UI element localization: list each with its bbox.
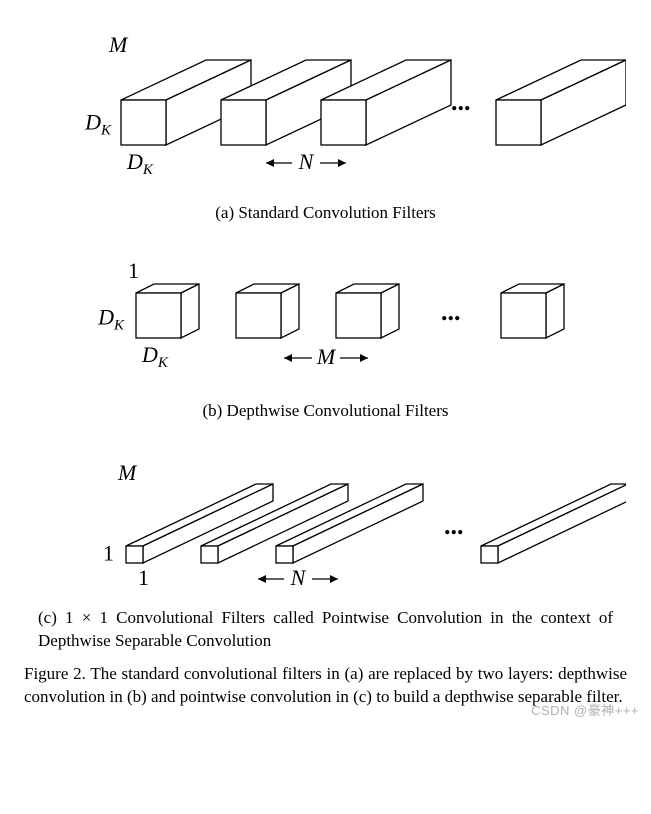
- figure-a-caption: (a) Standard Convolution Filters: [20, 203, 631, 223]
- svg-text:M: M: [108, 32, 129, 57]
- svg-text:N: N: [297, 149, 314, 174]
- svg-text:N: N: [289, 565, 306, 590]
- figure-b-section: 1 DK DK M ... (b) Depthwise Convolutiona…: [20, 253, 631, 421]
- svg-text:...: ...: [451, 87, 471, 116]
- svg-text:M: M: [117, 460, 138, 485]
- figure-c-section: M 1 1 N ... (c) 1 × 1 Convolutional Filt…: [20, 451, 631, 653]
- figure-a-svg: M DK DK N ...: [26, 20, 626, 195]
- svg-text:DK: DK: [141, 342, 169, 371]
- svg-text:1: 1: [103, 540, 114, 565]
- svg-text:DK: DK: [97, 305, 125, 334]
- svg-text:...: ...: [444, 511, 464, 540]
- figure-b-svg: 1 DK DK M ...: [26, 253, 626, 393]
- watermark: CSDN @豪神+++: [531, 700, 639, 719]
- svg-text:DK: DK: [126, 149, 154, 178]
- figure-b-caption: (b) Depthwise Convolutional Filters: [20, 401, 631, 421]
- figure-c-svg: M 1 1 N ...: [26, 451, 626, 601]
- svg-text:1: 1: [128, 258, 139, 283]
- svg-text:...: ...: [441, 297, 461, 326]
- svg-text:M: M: [315, 344, 336, 369]
- svg-text:1: 1: [138, 565, 149, 590]
- figure-c-caption: (c) 1 × 1 Convolutional Filters called P…: [20, 607, 631, 653]
- svg-text:DK: DK: [84, 109, 112, 138]
- figure-a-section: M DK DK N ... (a) Standard Convolution F…: [20, 20, 631, 223]
